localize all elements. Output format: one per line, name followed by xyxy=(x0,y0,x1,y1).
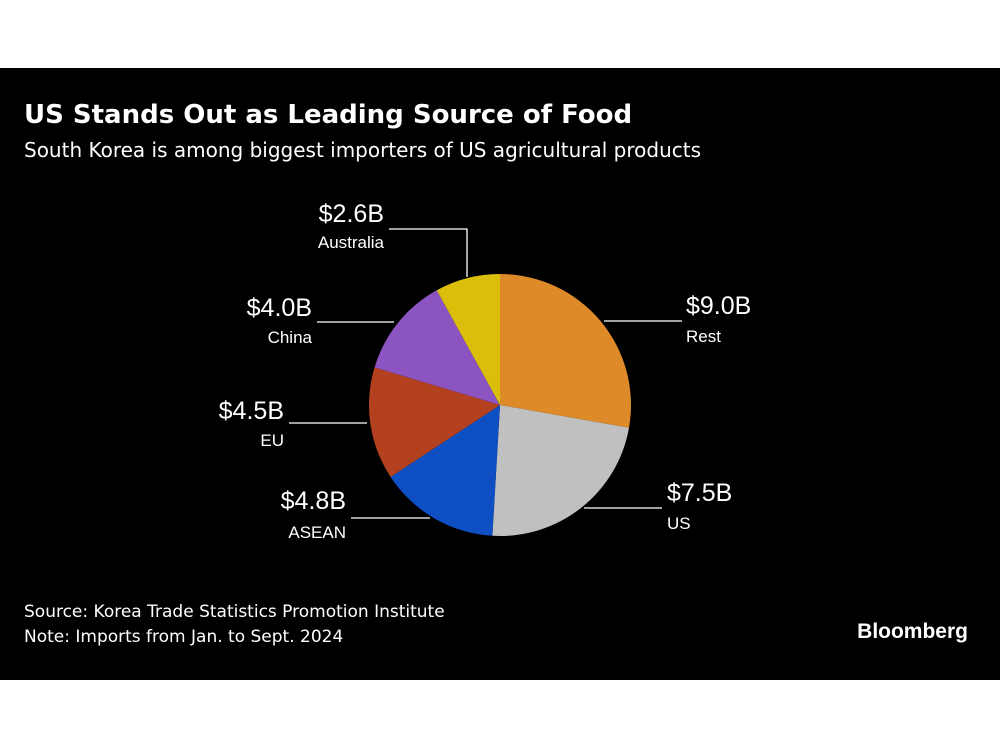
note-text: Note: Imports from Jan. to Sept. 2024 xyxy=(24,627,344,647)
value-label-australia: $2.6B xyxy=(319,200,384,228)
chart-title: US Stands Out as Leading Source of Food xyxy=(24,100,633,130)
pie-slice-australia xyxy=(436,274,500,405)
pie-chart: $9.0B Rest $7.5B US $4.8B ASEAN $4.5B EU… xyxy=(219,200,752,542)
category-label-rest: Rest xyxy=(686,327,721,346)
category-label-china: China xyxy=(268,328,313,347)
source-text: Source: Korea Trade Statistics Promotion… xyxy=(24,602,445,622)
category-label-us: US xyxy=(667,514,691,533)
chart-panel: US Stands Out as Leading Source of Food … xyxy=(0,68,1000,680)
pie-slices xyxy=(368,274,632,537)
value-label-us: $7.5B xyxy=(667,479,732,507)
category-label-eu: EU xyxy=(260,431,284,450)
leader-lines xyxy=(289,228,682,519)
pie-slice-china xyxy=(374,290,500,405)
bloomberg-logo: Bloomberg xyxy=(857,620,968,643)
value-label-asean: $4.8B xyxy=(281,487,346,515)
value-label-rest: $9.0B xyxy=(686,292,751,320)
pie-slice-rest xyxy=(500,274,632,428)
value-label-china: $4.0B xyxy=(247,294,312,322)
chart-subtitle: South Korea is among biggest importers o… xyxy=(24,138,702,162)
pie-slice-us xyxy=(492,405,630,537)
pie-slice-asean xyxy=(390,405,500,536)
value-label-eu: $4.5B xyxy=(219,397,284,425)
pie-slice-eu xyxy=(368,367,500,477)
source-notes: Source: Korea Trade Statistics Promotion… xyxy=(24,600,445,650)
leader-line-australia xyxy=(389,228,468,277)
category-label-asean: ASEAN xyxy=(288,523,346,542)
category-label-australia: Australia xyxy=(318,233,385,252)
